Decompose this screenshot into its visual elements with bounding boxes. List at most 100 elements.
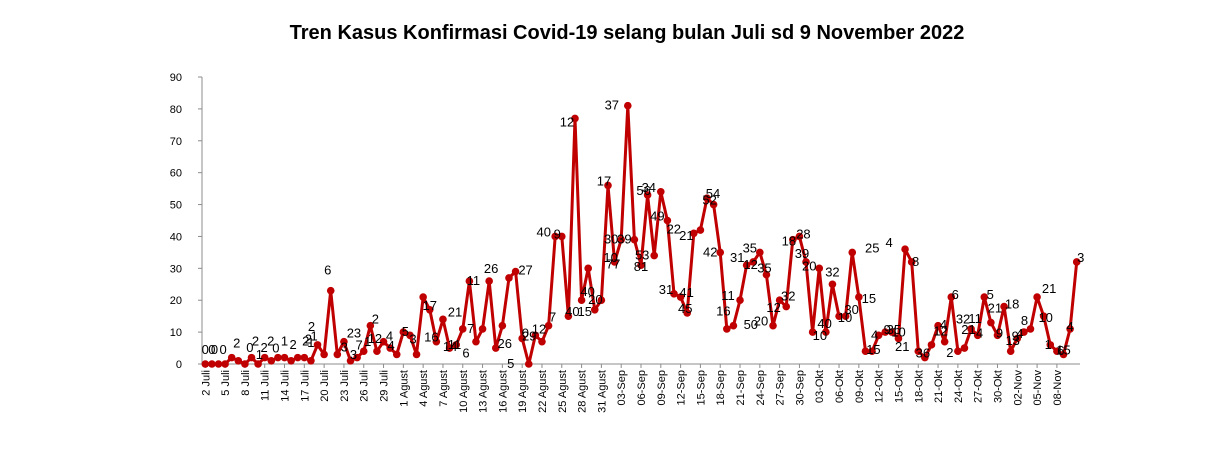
data-label: 10 — [1038, 310, 1052, 325]
data-label: 16 — [716, 304, 730, 319]
data-label: 1 — [311, 328, 318, 343]
data-label: 10 — [838, 310, 852, 325]
y-axis-ticks: 0 10 20 30 40 50 60 70 80 90 — [170, 72, 202, 371]
data-label: 53 — [635, 248, 649, 263]
data-label: 6 — [324, 263, 331, 278]
x-tick-label: 2 Juli — [200, 370, 212, 396]
data-label: 3 — [409, 331, 416, 346]
data-point — [379, 337, 388, 346]
data-label: 20 — [754, 314, 768, 329]
data-label: 42 — [703, 244, 717, 259]
data-point — [775, 296, 784, 305]
data-point — [307, 357, 315, 365]
data-point — [465, 277, 474, 285]
data-point — [723, 325, 731, 333]
data-label: 1 — [1045, 337, 1052, 352]
data-label: 15 — [1056, 342, 1070, 357]
x-tick-label: 05-Nov — [1032, 370, 1044, 406]
data-point — [808, 328, 817, 336]
data-label: 18 — [782, 234, 796, 249]
data-label: 2 — [308, 319, 315, 334]
data-point — [584, 264, 592, 273]
data-label: 23 — [347, 326, 361, 341]
data-point — [769, 321, 777, 330]
data-point — [478, 325, 487, 333]
x-tick-label: 18-Sep — [715, 370, 727, 405]
data-point — [439, 315, 447, 324]
data-label: 2 — [302, 334, 309, 349]
data-label: 52 — [702, 193, 716, 208]
x-tick-label: 19 Agust — [517, 370, 529, 413]
data-label: 15 — [866, 342, 880, 357]
data-point — [386, 344, 394, 352]
data-point — [201, 360, 210, 368]
data-point — [1072, 258, 1081, 266]
x-tick-label: 08-Nov — [1052, 370, 1064, 406]
x-tick-label: 12-Okt — [874, 370, 886, 403]
x-tick-label: 17 Juli — [299, 370, 311, 402]
data-point — [445, 344, 454, 352]
data-point — [736, 296, 744, 305]
data-point — [789, 235, 797, 244]
data-point — [947, 293, 956, 301]
data-label: 34 — [642, 180, 656, 195]
data-label: 7 — [549, 310, 556, 325]
data-label: 28 — [796, 226, 810, 241]
data-point — [822, 328, 830, 336]
data-point — [1033, 293, 1041, 301]
data-label: 0 — [202, 342, 209, 357]
data-point — [1013, 334, 1022, 343]
data-point — [940, 337, 949, 346]
data-label: 11 — [448, 337, 462, 352]
x-tick-label: 23 Juli — [339, 370, 351, 402]
x-tick-label: 03-Sep — [616, 370, 628, 405]
data-label: 31 — [730, 250, 744, 265]
data-point — [987, 318, 995, 327]
data-label: 0 — [219, 342, 226, 357]
data-label: 45 — [678, 301, 692, 316]
data-point — [346, 357, 355, 365]
data-point — [749, 258, 758, 266]
data-point — [241, 360, 249, 368]
data-label: 54 — [706, 186, 720, 201]
data-point — [888, 328, 896, 336]
data-point — [313, 341, 322, 349]
data-label: 40 — [580, 284, 594, 299]
data-label: 10 — [891, 324, 905, 339]
data-label: 4 — [976, 325, 983, 340]
data-point — [782, 302, 791, 311]
data-label: 3 — [350, 347, 357, 362]
data-point — [683, 309, 692, 317]
data-label: 21 — [448, 304, 462, 319]
x-tick-label: 25 Agust — [557, 370, 569, 413]
y-tick-label: 70 — [170, 136, 182, 148]
data-point — [340, 337, 348, 346]
data-point — [498, 321, 507, 330]
data-label: 8 — [1021, 313, 1028, 328]
data-label: 12 — [933, 324, 947, 339]
x-tick-label: 18-Okt — [913, 370, 925, 403]
data-label: 2 — [372, 312, 379, 327]
data-label: 1 — [307, 335, 314, 350]
data-label: 10 — [603, 250, 617, 265]
data-label: 37 — [605, 98, 619, 113]
data-label: 40 — [537, 224, 551, 239]
data-point — [353, 353, 361, 362]
data-label: 9 — [884, 322, 891, 337]
data-label: 1 — [256, 347, 263, 362]
data-label: 5 — [987, 287, 994, 302]
data-point — [610, 258, 619, 266]
data-point — [419, 293, 427, 301]
data-label: 35 — [887, 322, 901, 337]
data-label: 11 — [467, 273, 481, 288]
x-tick-label: 06-Sep — [636, 370, 648, 405]
data-point — [617, 235, 625, 244]
data-point — [742, 261, 751, 269]
data-label: 81 — [634, 259, 648, 274]
data-label: 6 — [1057, 343, 1064, 358]
data-label: 3 — [1077, 250, 1084, 265]
data-label: 5 — [507, 356, 514, 371]
x-tick-label: 24-Sep — [755, 370, 767, 405]
data-point — [511, 267, 520, 276]
data-label: 56 — [636, 183, 650, 198]
